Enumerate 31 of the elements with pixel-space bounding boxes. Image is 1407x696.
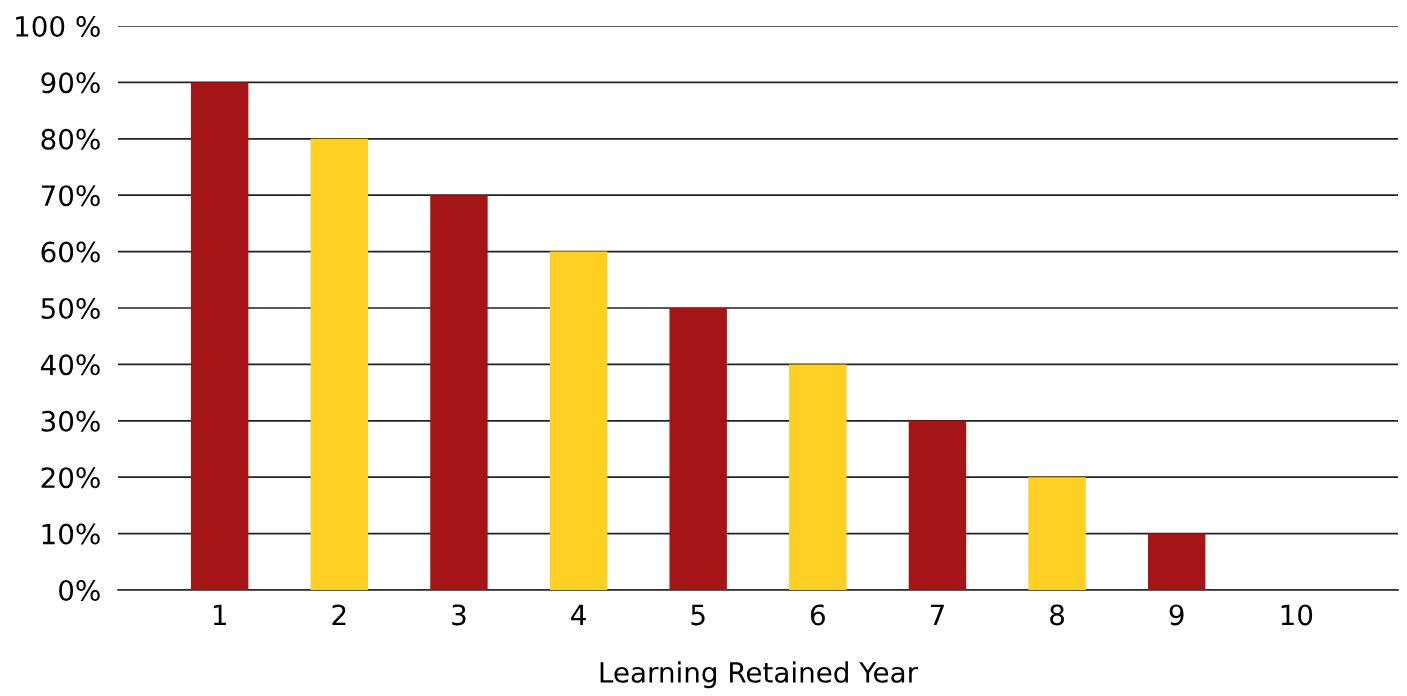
bar xyxy=(310,138,369,590)
y-tick-label: 40% xyxy=(40,354,100,376)
bar xyxy=(430,195,488,590)
bar xyxy=(669,308,727,590)
x-tick-label: 4 xyxy=(571,604,586,625)
x-tick-label: 9 xyxy=(1169,604,1184,626)
x-tick-label: 8 xyxy=(1050,604,1064,626)
y-tick-label: 0% xyxy=(59,579,100,601)
y-tick-label: 100 % xyxy=(16,15,100,37)
x-tick-label: 7 xyxy=(930,604,944,625)
y-tick-label: 60% xyxy=(41,241,100,263)
bar xyxy=(1028,477,1086,590)
x-tick-label: 5 xyxy=(691,604,705,626)
x-tick-label: 3 xyxy=(452,604,466,626)
y-tick-label: 30% xyxy=(41,410,100,432)
bar xyxy=(908,420,967,590)
y-tick-label: 50% xyxy=(41,297,100,319)
x-tick-label: 6 xyxy=(810,604,825,626)
bar xyxy=(190,82,249,590)
x-tick-label: 10 xyxy=(1281,604,1313,626)
y-tick-label: 20% xyxy=(41,467,100,489)
y-tick-label: 90% xyxy=(41,72,100,94)
y-tick-label: 80% xyxy=(41,128,100,150)
bar xyxy=(789,364,847,590)
x-tick-label: 2 xyxy=(332,604,346,625)
x-tick-label: 1 xyxy=(213,604,226,625)
y-tick-label: 70% xyxy=(41,185,100,207)
x-axis-title: Learning Retained Year xyxy=(600,661,919,689)
bar xyxy=(1147,533,1206,590)
bar xyxy=(549,251,608,590)
y-tick-label: 10% xyxy=(42,523,100,545)
